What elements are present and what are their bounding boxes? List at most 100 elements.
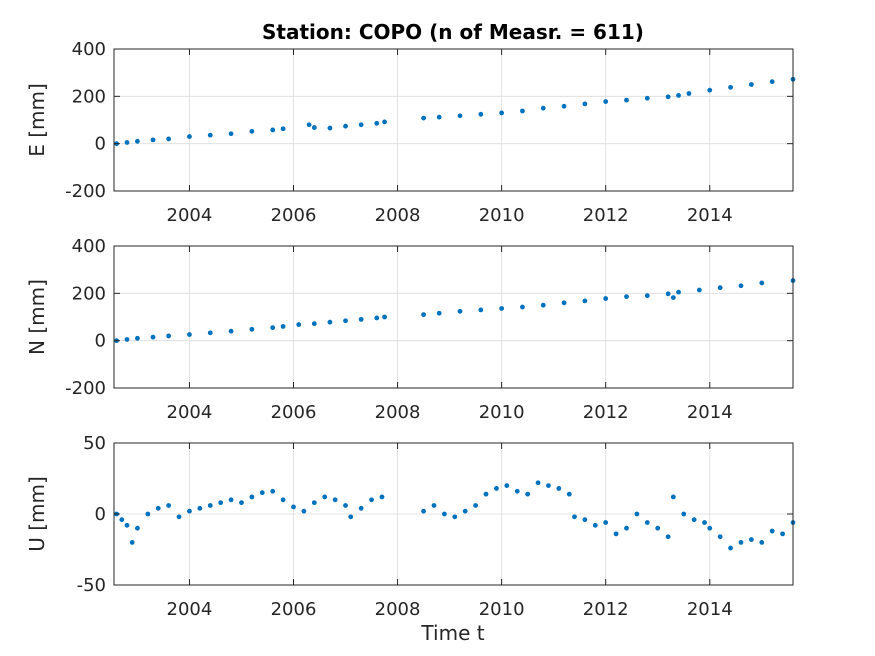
data-point: [187, 134, 192, 139]
x-tick-label: 2006: [271, 599, 317, 620]
x-tick-label: 2014: [687, 599, 733, 620]
data-point: [436, 114, 442, 120]
data-point: [150, 334, 156, 340]
data-point: [374, 120, 380, 126]
data-point: [717, 534, 723, 540]
data-point: [228, 131, 234, 137]
x-tick-label: 2010: [479, 402, 525, 423]
data-point: [546, 483, 551, 488]
data-point: [421, 115, 426, 121]
data-point: [738, 540, 744, 545]
data-point: [665, 291, 671, 297]
data-point: [494, 486, 499, 491]
data-point: [520, 108, 525, 114]
data-point: [119, 517, 125, 523]
data-point: [691, 517, 697, 523]
data-point: [457, 308, 463, 314]
data-point: [665, 94, 671, 100]
data-point: [707, 87, 713, 93]
data-point: [291, 504, 296, 510]
data-point: [218, 500, 224, 506]
y-axis-label: N [mm]: [25, 279, 49, 355]
data-point: [187, 508, 192, 514]
data-point: [343, 503, 348, 508]
data-point: [431, 503, 437, 508]
data-point: [525, 491, 531, 497]
data-point: [738, 283, 744, 289]
data-point: [556, 486, 562, 491]
data-point: [603, 296, 609, 301]
data-point: [306, 122, 312, 128]
data-point: [166, 136, 172, 142]
data-point: [540, 105, 546, 111]
data-point: [421, 312, 426, 318]
data-point: [124, 337, 130, 342]
data-point: [473, 503, 479, 508]
data-point: [280, 126, 286, 132]
data-point: [124, 522, 130, 528]
data-point: [129, 540, 135, 545]
data-point: [644, 95, 650, 101]
x-tick-label: 2004: [167, 205, 213, 226]
data-point: [358, 316, 364, 322]
data-point: [155, 505, 161, 511]
data-point: [561, 103, 567, 109]
y-axis-label: U [mm]: [25, 476, 49, 552]
y-axis-label: E [mm]: [25, 83, 49, 157]
x-tick-label: 2014: [687, 402, 733, 423]
data-point: [332, 497, 338, 503]
data-point: [644, 520, 650, 525]
data-point: [504, 483, 510, 488]
x-tick-label: 2004: [167, 599, 213, 620]
data-point: [561, 300, 567, 306]
data-point: [270, 127, 276, 133]
data-point: [374, 315, 380, 321]
data-point: [572, 514, 577, 520]
data-point: [676, 289, 681, 295]
data-point: [613, 531, 619, 537]
data-point: [259, 490, 265, 496]
data-point: [379, 494, 385, 500]
x-tick-label: 2006: [271, 205, 317, 226]
data-point: [707, 525, 713, 531]
x-tick-label: 2004: [167, 402, 213, 423]
x-tick-label: 2012: [583, 402, 629, 423]
data-point: [535, 480, 541, 486]
data-point: [483, 491, 489, 497]
data-point: [150, 137, 156, 143]
data-point: [441, 511, 447, 517]
data-point: [382, 119, 387, 125]
y-tick-label: 0: [95, 504, 106, 525]
data-point: [670, 295, 676, 300]
data-point: [540, 302, 546, 308]
data-point: [624, 525, 629, 531]
y-tick-label: -200: [65, 181, 106, 202]
data-point: [520, 304, 525, 310]
data-point: [592, 522, 598, 528]
data-point: [748, 82, 754, 87]
data-point: [462, 508, 468, 514]
data-point: [135, 335, 140, 341]
data-point: [382, 314, 387, 320]
data-point: [582, 517, 588, 523]
data-point: [624, 97, 629, 103]
data-point: [187, 332, 192, 337]
x-axis-label: Time t: [420, 621, 484, 645]
data-point: [457, 113, 463, 119]
data-point: [728, 84, 733, 90]
data-point: [327, 319, 333, 325]
data-point: [166, 503, 172, 508]
data-point: [135, 525, 140, 531]
data-point: [717, 285, 723, 291]
plot-frame: [113, 48, 794, 192]
x-tick-label: 2008: [375, 205, 421, 226]
y-tick-label: -50: [77, 575, 106, 596]
data-point: [759, 280, 765, 286]
data-point: [358, 122, 364, 128]
data-point: [728, 545, 733, 551]
y-tick-label: 50: [83, 433, 106, 454]
data-point: [207, 132, 213, 138]
data-point: [582, 101, 588, 107]
data-point: [603, 99, 609, 104]
data-point: [358, 505, 364, 511]
